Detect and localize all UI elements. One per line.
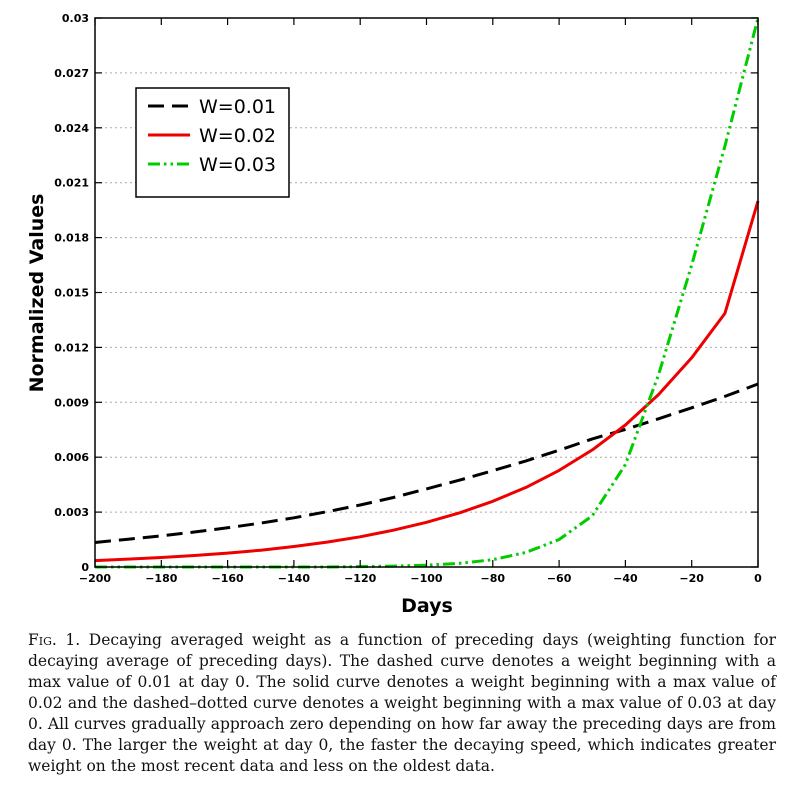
legend-label-3: W=0.03 bbox=[199, 154, 276, 176]
y-tick-label: 0.003 bbox=[54, 506, 89, 519]
legend-label-1: W=0.01 bbox=[199, 96, 276, 118]
x-tick-label: −180 bbox=[145, 572, 178, 585]
y-tick-label: 0.012 bbox=[54, 341, 89, 354]
series-line-2 bbox=[94, 200, 760, 563]
x-tick-label: −80 bbox=[481, 572, 506, 585]
decaying-weight-chart: 0 0.003 0.006 0.009 0.012 0.015 0.018 0.021 0.02… bbox=[26, 12, 762, 617]
figure-caption-label: Fig. 1. bbox=[28, 631, 81, 649]
x-tick-label: −60 bbox=[547, 572, 572, 585]
x-tick-label: −200 bbox=[79, 572, 112, 585]
x-axis-title: Days bbox=[401, 595, 453, 617]
x-tick-label: 0 bbox=[754, 572, 762, 585]
y-tick-label: 0 bbox=[81, 561, 89, 574]
y-tick-label: 0.015 bbox=[54, 287, 89, 300]
legend: W=0.01 W=0.02 W=0.03 bbox=[135, 87, 290, 198]
x-tick-label: −120 bbox=[344, 572, 377, 585]
x-tick-label: −140 bbox=[278, 572, 311, 585]
x-tick-label: −40 bbox=[613, 572, 638, 585]
y-tick-label: 0.024 bbox=[54, 122, 89, 135]
y-tick-label: 0.03 bbox=[62, 12, 89, 25]
figure-caption-text: Decaying averaged weight as a function o… bbox=[28, 631, 776, 775]
y-tick-label: 0.027 bbox=[54, 67, 89, 80]
y-tick-label: 0.021 bbox=[54, 177, 89, 190]
axis-ticks: 0 0.003 0.006 0.009 0.012 0.015 0.018 0.021 0.02… bbox=[54, 12, 762, 585]
legend-label-2: W=0.02 bbox=[199, 125, 276, 147]
figure-caption: Fig. 1. Decaying averaged weight as a fu… bbox=[28, 630, 776, 777]
x-tick-label: −20 bbox=[679, 572, 704, 585]
y-tick-label: 0.006 bbox=[54, 451, 89, 464]
x-tick-label: −100 bbox=[410, 572, 443, 585]
y-axis-title: Normalized Values bbox=[26, 194, 48, 393]
y-tick-label: 0.018 bbox=[54, 232, 89, 245]
y-tick-label: 0.009 bbox=[54, 396, 89, 409]
series-line-1 bbox=[94, 382, 759, 544]
x-tick-label: −160 bbox=[212, 572, 245, 585]
